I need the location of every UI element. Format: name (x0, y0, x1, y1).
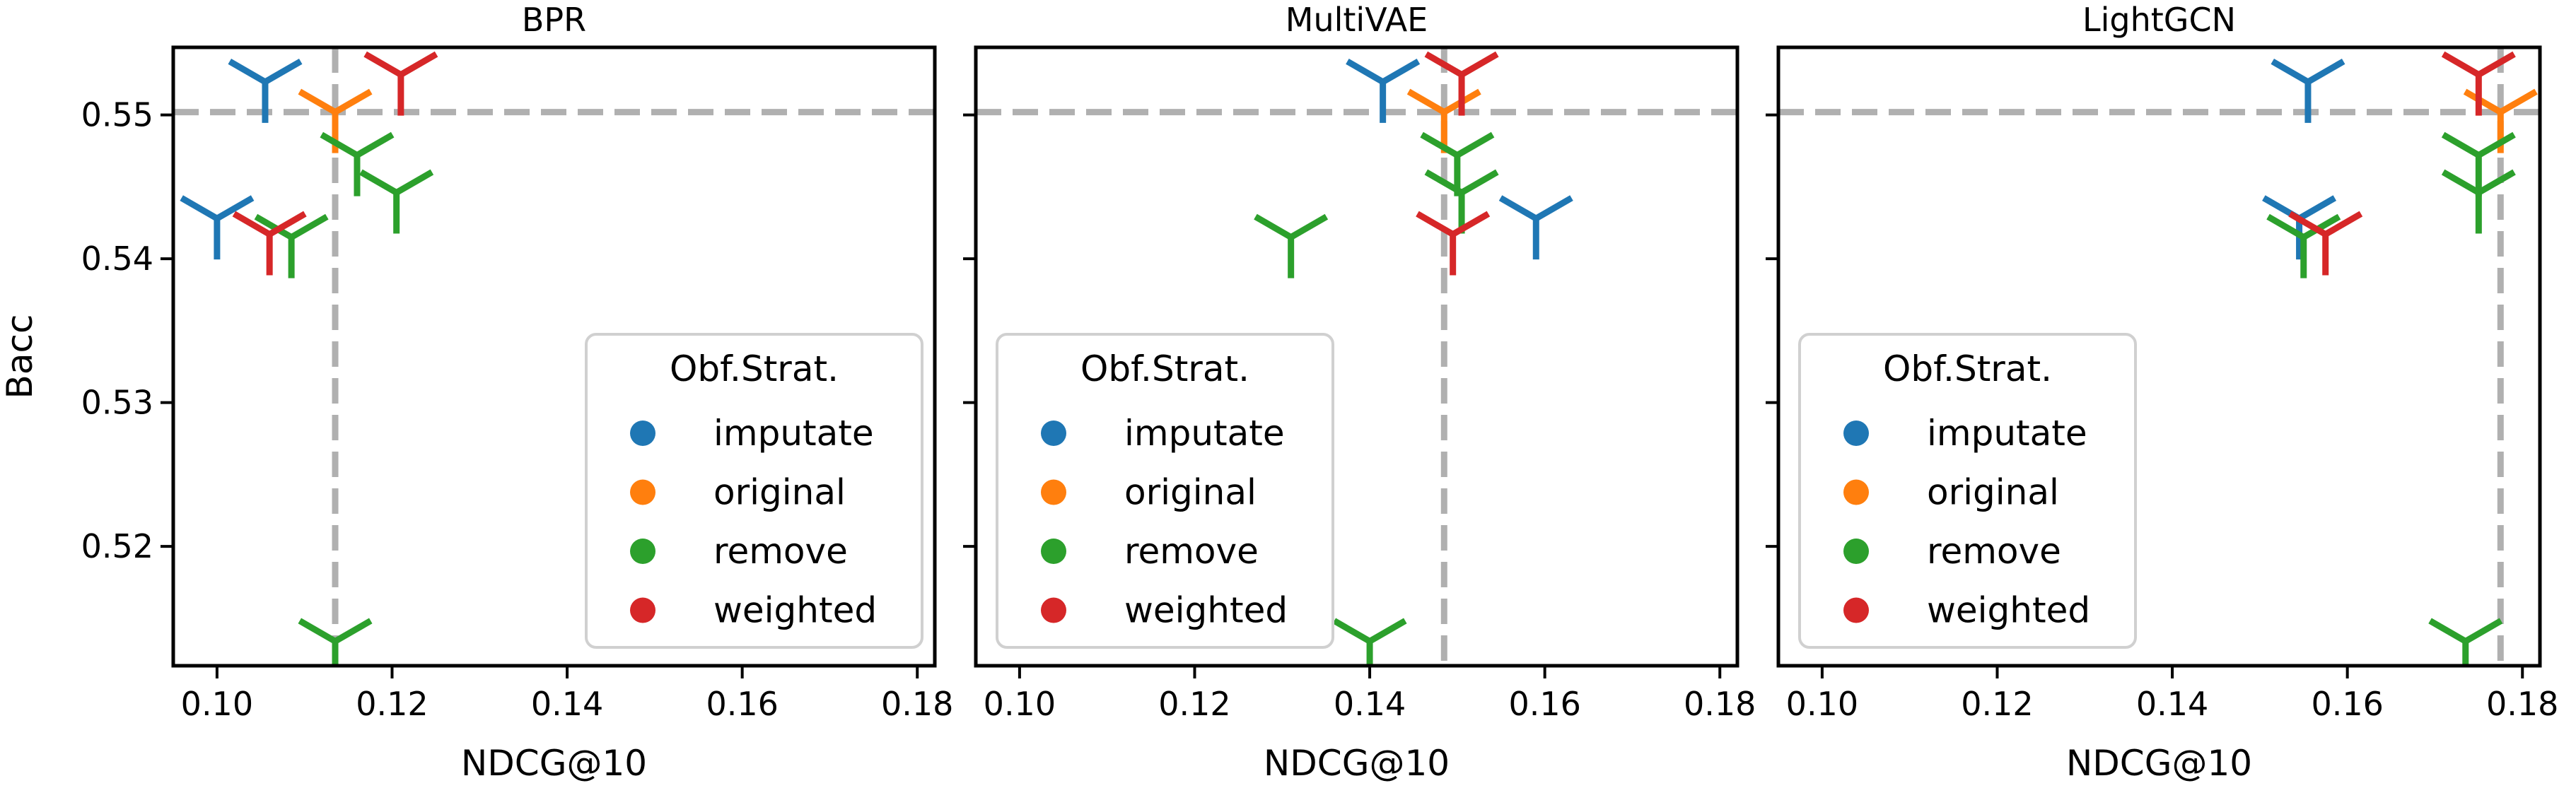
point-remove-2 (1254, 213, 1329, 278)
x-tick-label: 0.18 (2486, 685, 2558, 723)
point-remove-3 (2428, 618, 2503, 666)
legend: Obf.Strat. imputate original remove weighted (996, 333, 1334, 649)
legend-label-remove: remove (713, 531, 848, 572)
legend-label-imputate: imputate (1124, 413, 1285, 454)
panel-bpr: BPR 0.10 0.12 0.14 0.16 0.18 NDCG@10 0.52 0.53 0.… (0, 1, 953, 784)
y-tick-label: 0.53 (81, 384, 153, 422)
legend-marker-original (1041, 479, 1066, 505)
legend-label-weighted: weighted (1927, 590, 2090, 631)
x-tick-label: 0.14 (1334, 685, 1406, 723)
point-remove-0 (320, 131, 395, 196)
point-imputate-0 (1346, 58, 1421, 123)
panel-multivae: MultiVAE 0.10 0.12 0.14 0.16 0.18 NDCG@10 Obf.S… (963, 1, 1756, 784)
x-axis-label: NDCG@10 (1264, 743, 1450, 784)
panel-title: BPR (522, 1, 586, 39)
legend-marker-weighted (630, 597, 655, 623)
y-tick-label: 0.54 (81, 240, 153, 278)
legend-title: Obf.Strat. (1080, 348, 1249, 389)
point-imputate-1 (1498, 195, 1573, 260)
legend-label-imputate: imputate (1927, 413, 2087, 454)
legend: Obf.Strat. imputate original remove weighted (1798, 333, 2137, 649)
point-remove-3 (1332, 618, 1407, 666)
legend-marker-imputate (630, 421, 655, 446)
point-weighted-0 (2441, 51, 2516, 116)
x-axis-label: NDCG@10 (2066, 743, 2252, 784)
legend-marker-remove (630, 539, 655, 564)
legend: Obf.Strat. imputate original remove weighted (585, 333, 923, 649)
point-weighted-0 (1424, 51, 1499, 116)
x-tick-label: 0.10 (1786, 685, 1858, 723)
panel-title: MultiVAE (1286, 1, 1428, 39)
x-tick-label: 0.12 (1158, 685, 1230, 723)
axes-frame (171, 45, 937, 668)
legend-marker-imputate (1843, 421, 1869, 446)
legend-marker-weighted (1843, 597, 1869, 623)
x-tick-label: 0.14 (2136, 685, 2208, 723)
x-tick-label: 0.14 (531, 685, 603, 723)
legend-label-remove: remove (1927, 531, 2061, 572)
axes-frame (1776, 45, 2542, 668)
point-weighted-0 (363, 51, 438, 116)
legend-label-original: original (1927, 472, 2059, 513)
x-tick-label: 0.18 (881, 685, 953, 723)
y-axis-label: Bacc (0, 314, 40, 399)
point-remove-1 (359, 169, 434, 234)
x-tick-label: 0.10 (181, 685, 253, 723)
legend-box (996, 333, 1334, 649)
x-axis-label: NDCG@10 (461, 743, 647, 784)
legend-label-original: original (1124, 472, 1257, 513)
x-tick-label: 0.18 (1684, 685, 1756, 723)
legend-marker-original (1843, 479, 1869, 505)
point-remove-1 (2441, 169, 2516, 234)
legend-title: Obf.Strat. (670, 348, 839, 389)
point-remove-2 (254, 213, 329, 278)
x-tick-label: 0.12 (1961, 685, 2033, 723)
point-remove-2 (2266, 213, 2341, 278)
legend-box (1798, 333, 2137, 649)
x-tick-label: 0.16 (706, 685, 778, 723)
plot-area (976, 47, 1737, 666)
legend-label-original: original (713, 472, 846, 513)
y-tick-label: 0.52 (81, 527, 153, 565)
x-tick-label: 0.10 (984, 685, 1056, 723)
point-weighted-1 (232, 211, 307, 276)
legend-marker-remove (1843, 539, 1869, 564)
x-tick-label: 0.12 (356, 685, 428, 723)
point-weighted-1 (2288, 211, 2363, 276)
legend-box (585, 333, 923, 649)
y-tick-label: 0.55 (81, 96, 153, 134)
legend-label-imputate: imputate (713, 413, 874, 454)
legend-marker-weighted (1041, 597, 1066, 623)
legend-label-weighted: weighted (713, 590, 877, 631)
plot-area (1778, 47, 2540, 666)
panel-title: LightGCN (2082, 1, 2236, 39)
point-remove-3 (298, 618, 373, 666)
x-tick-label: 0.16 (1508, 685, 1580, 723)
point-imputate-0 (2271, 58, 2345, 123)
axes-frame (974, 45, 1739, 668)
legend-marker-imputate (1041, 421, 1066, 446)
legend-marker-remove (1041, 539, 1066, 564)
point-imputate-0 (228, 58, 303, 123)
legend-title: Obf.Strat. (1883, 348, 2052, 389)
plot-area (173, 47, 935, 666)
point-imputate-1 (180, 195, 255, 260)
panel-lightgcn: LightGCN 0.10 0.12 0.14 0.16 0.18 NDCG@10 Obf.S… (1766, 1, 2558, 784)
legend-label-weighted: weighted (1124, 590, 1288, 631)
legend-label-remove: remove (1124, 531, 1259, 572)
legend-marker-original (630, 479, 655, 505)
x-tick-label: 0.16 (2311, 685, 2383, 723)
point-weighted-1 (1416, 211, 1491, 276)
